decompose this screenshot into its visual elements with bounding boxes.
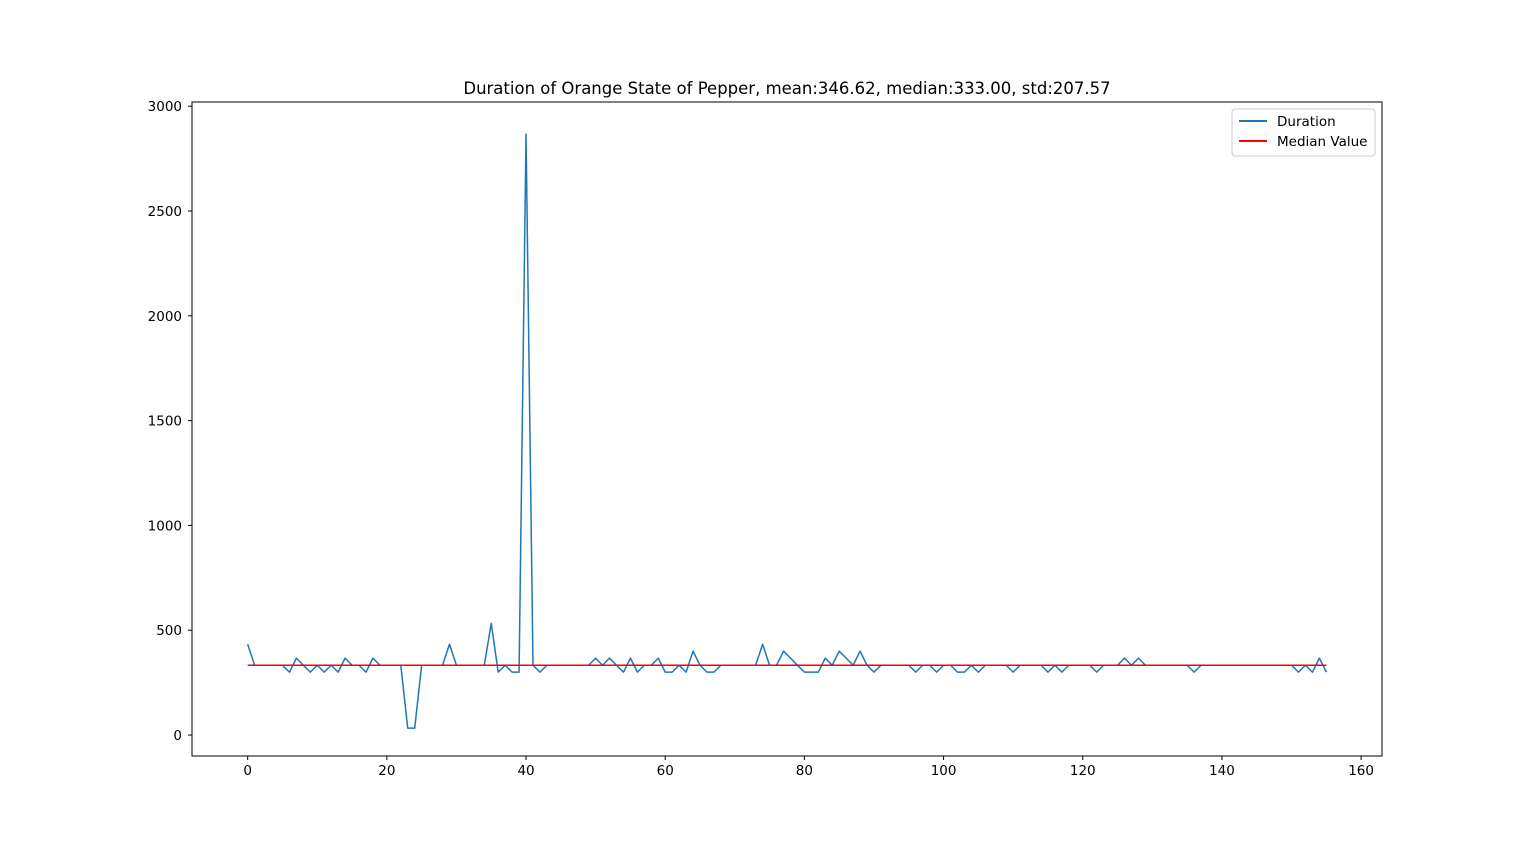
legend-label-median-value: Median Value xyxy=(1277,134,1367,150)
chart-title: Duration of Orange State of Pepper, mean… xyxy=(463,79,1110,98)
y-tick-label: 0 xyxy=(173,728,182,744)
series-layer xyxy=(246,133,1328,729)
y-axis: 0 500 1000 1500 2000 2500 3000 xyxy=(148,99,192,744)
y-tick-label: 2000 xyxy=(148,309,182,325)
x-tick-label: 140 xyxy=(1209,763,1235,779)
legend-box xyxy=(1231,108,1376,157)
x-tick-label: 20 xyxy=(378,763,395,779)
x-tick-label: 40 xyxy=(517,763,534,779)
x-tick-label: 120 xyxy=(1070,763,1096,779)
y-tick-label: 2500 xyxy=(148,204,182,220)
plot-area: 0 20 40 60 80 100 120 140 160 0 500 1000 1500 2000 25… xyxy=(148,99,1383,779)
y-tick-label: 1000 xyxy=(148,518,182,534)
y-tick-label: 1500 xyxy=(148,414,182,430)
x-tick-label: 100 xyxy=(931,763,957,779)
y-tick-label: 3000 xyxy=(148,99,182,115)
x-tick-label: 160 xyxy=(1348,763,1374,779)
x-tick-label: 60 xyxy=(657,763,674,779)
legend-label-duration: Duration xyxy=(1277,114,1336,130)
legend: Duration Median Value xyxy=(1231,108,1376,157)
x-tick-label: 80 xyxy=(796,763,813,779)
x-tick-label: 0 xyxy=(243,763,252,779)
y-tick-label: 500 xyxy=(156,623,182,639)
x-axis: 0 20 40 60 80 100 120 140 160 xyxy=(243,756,1374,779)
axes-frame xyxy=(191,101,1383,757)
